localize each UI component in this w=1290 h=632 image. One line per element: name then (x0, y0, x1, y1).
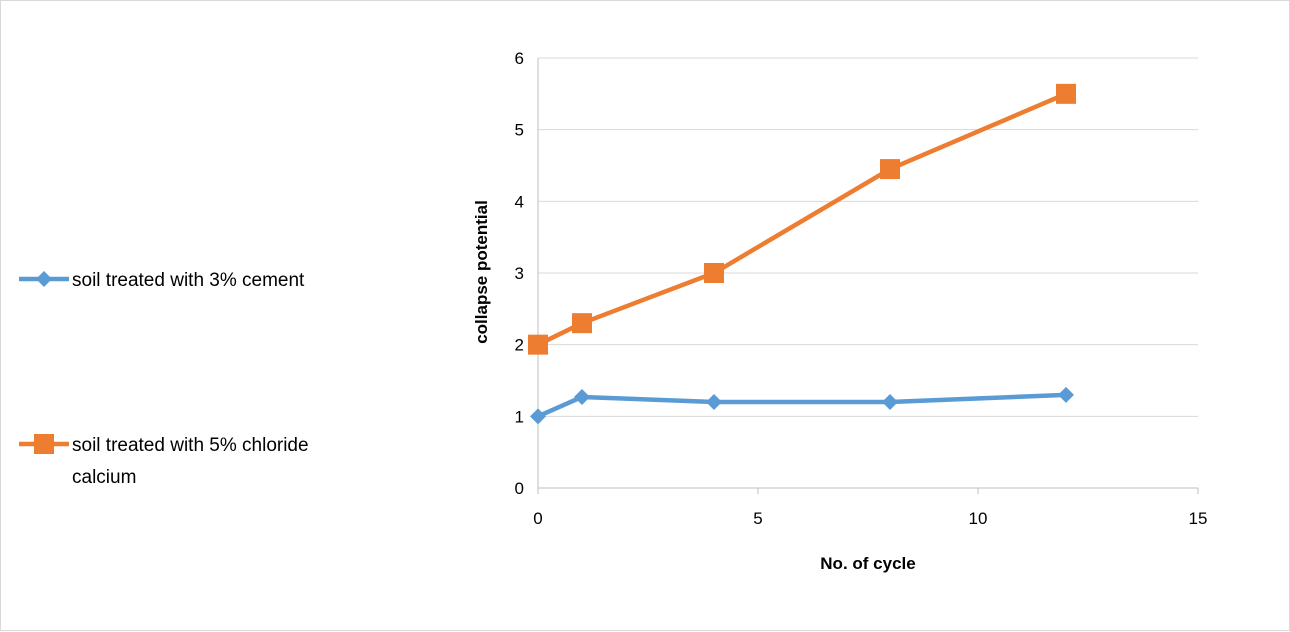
y-tick-label: 3 (515, 264, 524, 283)
data-point-1 (530, 408, 546, 425)
series-line-1 (535, 392, 1069, 419)
gridlines (538, 57, 1198, 417)
data-point-2 (528, 334, 548, 355)
plot-series (528, 83, 1076, 425)
legend-marker-2 (34, 434, 54, 454)
y-axis-title: collapse potential (472, 200, 491, 344)
x-tick-label: 0 (533, 509, 542, 528)
legend: soil treated with 3% cement soil treated … (19, 270, 309, 488)
axes (537, 58, 1199, 494)
y-tick-label: 4 (515, 192, 524, 211)
data-point-2 (1056, 83, 1076, 104)
data-point-1 (706, 394, 722, 410)
legend-label-2: soil treated with 5% chloride (72, 435, 309, 456)
data-point-1 (1058, 386, 1074, 403)
x-tick-label: 5 (753, 509, 762, 528)
x-tick-label: 15 (1189, 509, 1208, 528)
legend-label-1: soil treated with 3% cement (72, 270, 305, 291)
data-point-1 (882, 394, 898, 410)
series-line-2 (535, 91, 1069, 347)
x-axis-title: No. of cycle (820, 554, 915, 573)
data-point-1 (574, 388, 590, 405)
data-point-2 (572, 313, 592, 334)
data-point-2 (704, 263, 724, 283)
y-tick-label: 2 (515, 336, 524, 355)
data-point-2 (880, 159, 900, 180)
y-tick-label: 6 (515, 49, 524, 68)
x-tick-label: 10 (969, 509, 988, 528)
legend-marker-1 (36, 271, 52, 287)
y-tick-label: 5 (515, 121, 524, 140)
legend-label-2: calcium (72, 467, 136, 488)
tick-labels: 0 1 2 3 4 5 6 0 5 10 15 (515, 49, 1208, 528)
y-tick-label: 0 (515, 479, 524, 498)
y-tick-label: 1 (515, 407, 524, 426)
